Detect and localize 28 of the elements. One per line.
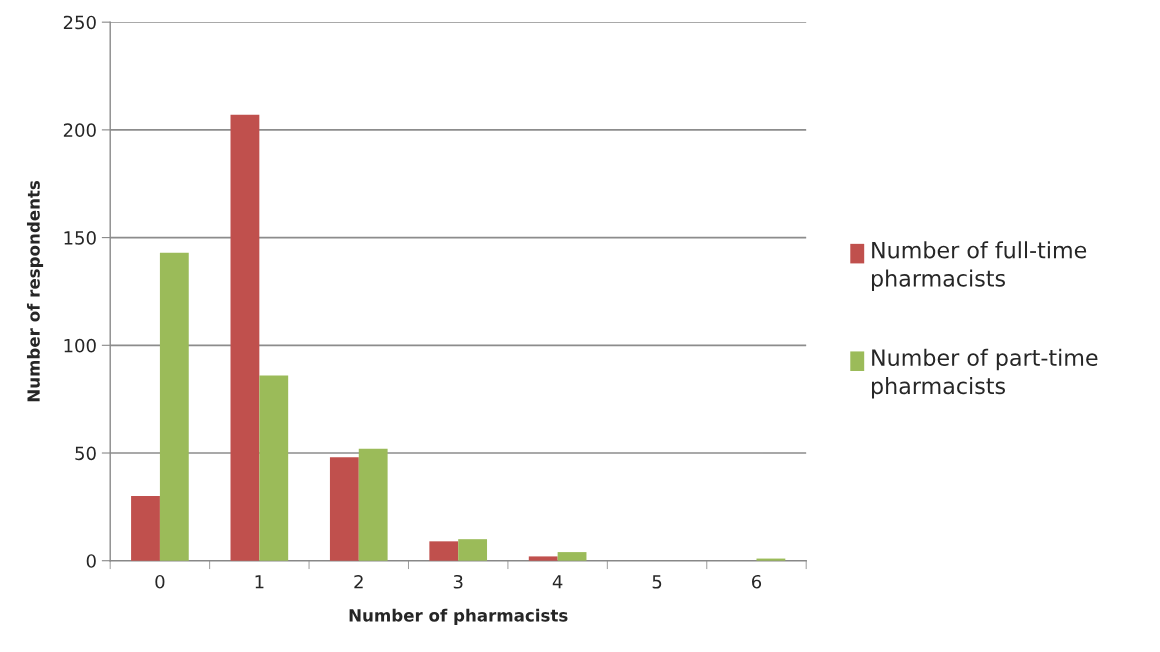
- y-tick-label: 100: [64, 338, 96, 353]
- y-axis-title: Number of respondents: [26, 180, 44, 402]
- bar: [756, 558, 786, 561]
- legend-label: Number of full-time pharmacists: [872, 241, 1087, 292]
- y-tick-label: 50: [75, 446, 96, 461]
- x-tick-label: 1: [255, 575, 264, 589]
- bar: [159, 252, 189, 561]
- bar: [230, 114, 260, 561]
- bar: [429, 541, 459, 561]
- x-tick-label: 0: [155, 574, 165, 589]
- bar: [259, 375, 289, 561]
- bar: [528, 556, 558, 561]
- legend-label: Number of part-time pharmacists: [872, 348, 1098, 399]
- bar: [557, 552, 587, 561]
- y-tick-label: 0: [86, 554, 96, 568]
- x-tick-label: 2: [354, 574, 363, 589]
- x-axis-title: Number of pharmacists: [349, 608, 568, 625]
- x-tick-label: 6: [752, 574, 762, 589]
- x-tick-label: 4: [552, 575, 563, 589]
- bar: [329, 457, 359, 561]
- bar: [131, 496, 160, 561]
- y-tick-label: 200: [63, 123, 96, 137]
- y-tick-label: 150: [64, 231, 96, 245]
- bar: [458, 539, 488, 561]
- x-tick-label: 5: [652, 575, 662, 589]
- y-tick-label: 250: [63, 15, 96, 30]
- x-tick-label: 3: [453, 574, 463, 589]
- bar: [358, 448, 388, 561]
